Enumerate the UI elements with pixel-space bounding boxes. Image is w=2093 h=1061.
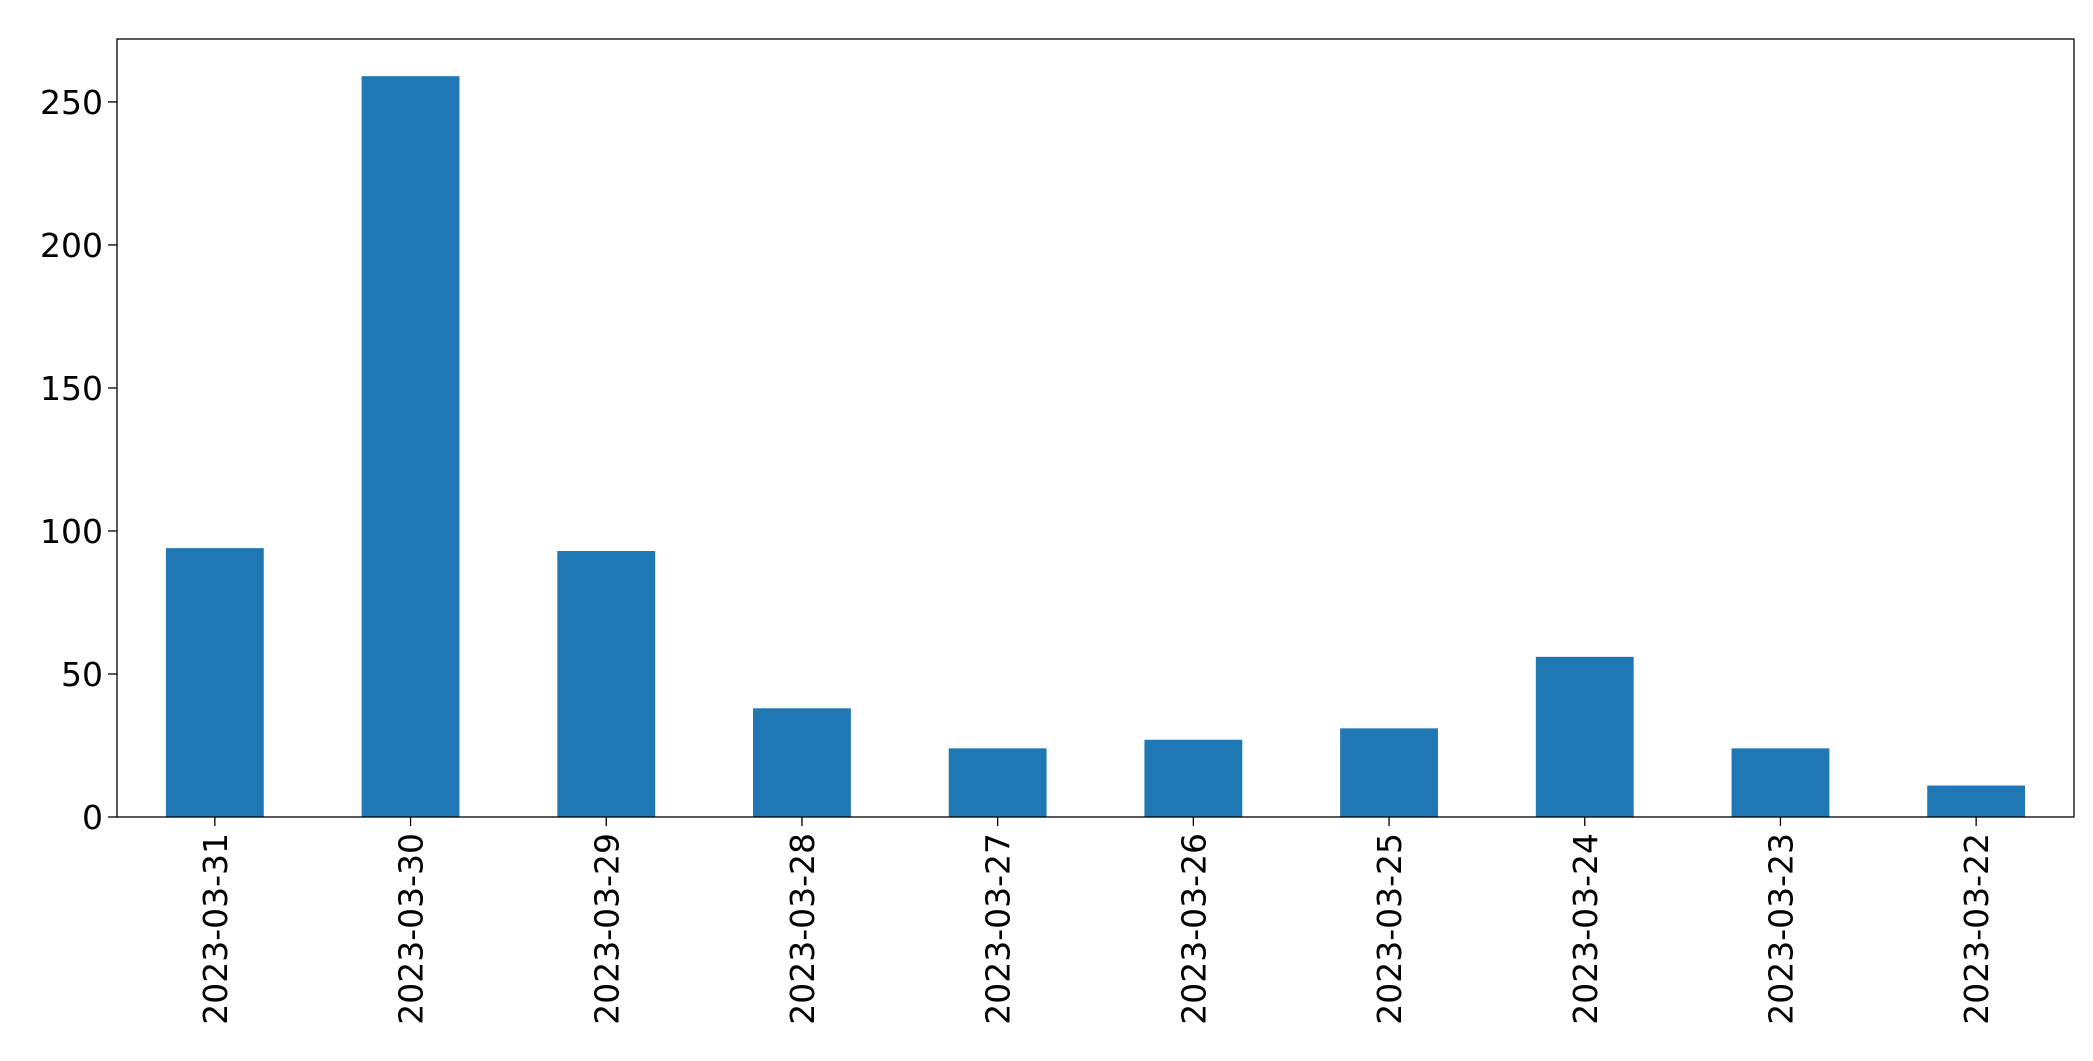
y-tick-label: 250	[40, 83, 103, 122]
y-tick-label: 100	[40, 512, 103, 551]
bar	[1535, 656, 1634, 817]
x-tick-label: 2023-03-27	[979, 833, 1018, 1025]
x-tick-label: 2023-03-25	[1370, 833, 1409, 1025]
bar	[557, 550, 656, 817]
x-tick-label: 2023-03-29	[587, 833, 626, 1025]
y-tick-label: 150	[40, 369, 103, 408]
y-tick-label: 50	[61, 655, 103, 694]
bar	[165, 548, 264, 817]
y-tick-label: 200	[40, 226, 103, 265]
x-tick-label: 2023-03-23	[1761, 833, 1800, 1025]
bar	[361, 76, 460, 817]
y-tick-label: 0	[82, 798, 103, 837]
bar	[753, 708, 851, 817]
x-tick-label: 2023-03-31	[196, 833, 235, 1025]
bar	[948, 748, 1047, 817]
x-tick-label: 2023-03-26	[1174, 833, 1213, 1025]
x-tick-label: 2023-03-22	[1957, 833, 1996, 1025]
x-tick-label: 2023-03-24	[1566, 833, 1605, 1025]
bar	[1731, 748, 1830, 817]
bar	[1144, 739, 1243, 817]
x-tick-label: 2023-03-28	[783, 833, 822, 1025]
bar	[1340, 728, 1438, 817]
bar	[1927, 785, 2026, 817]
plot-frame	[116, 38, 2075, 818]
x-tick-label: 2023-03-30	[392, 833, 431, 1025]
